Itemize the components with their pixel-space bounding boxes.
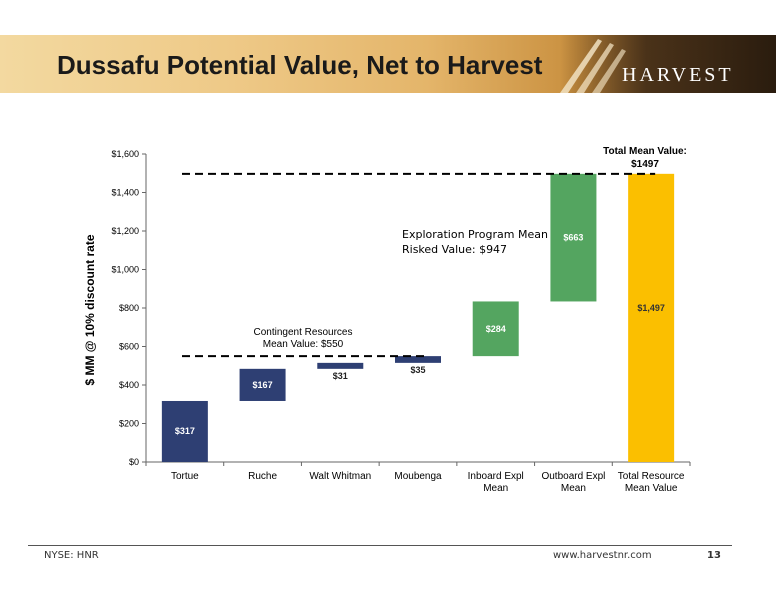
data-label: $167 — [253, 380, 273, 390]
y-tick-label: $1,400 — [111, 188, 139, 198]
y-tick-label: $1,200 — [111, 226, 139, 236]
x-tick-label: Walt Whitman — [309, 471, 371, 482]
bar-moubenga — [395, 356, 441, 363]
bar-ruche — [239, 368, 286, 401]
exploration-annotation-line2: Risked Value: $947 — [402, 243, 507, 256]
bar-inboard-expl-mean — [472, 301, 519, 357]
y-tick-label: $0 — [129, 457, 139, 467]
harvest-logo-text: HARVEST — [622, 64, 734, 86]
bar-tortue — [161, 400, 208, 462]
x-tick-label: Mean — [561, 483, 586, 494]
y-tick-label: $1,600 — [111, 149, 139, 159]
bar-walt-whitman — [317, 362, 364, 369]
data-label: $284 — [486, 324, 506, 334]
bar-total-resource-mean-value — [628, 173, 675, 462]
y-tick-label: $800 — [119, 303, 139, 313]
x-tick-label: Tortue — [171, 471, 199, 482]
data-label: $35 — [410, 365, 425, 375]
data-label: $317 — [175, 426, 195, 436]
x-tick-label: Mean Value — [625, 483, 678, 494]
contingent-annotation-line1: Contingent Resources — [254, 327, 353, 338]
data-label: $1,497 — [637, 303, 665, 313]
y-tick-label: $400 — [119, 380, 139, 390]
footer-url: www.harvestnr.com — [553, 550, 652, 561]
exploration-annotation-line1: Exploration Program Mean — [402, 228, 548, 241]
page-number: 13 — [707, 550, 721, 561]
title-banner — [0, 35, 776, 93]
x-tick-label: Moubenga — [394, 471, 442, 482]
x-tick-label: Inboard Expl — [468, 471, 524, 482]
contingent-annotation-line2: Mean Value: $550 — [263, 339, 344, 350]
data-label: $31 — [333, 371, 348, 381]
x-tick-label: Total Resource — [618, 471, 685, 482]
slide-title: Dussafu Potential Value, Net to Harvest — [57, 50, 543, 80]
x-tick-label: Ruche — [248, 471, 277, 482]
y-tick-label: $1,000 — [111, 265, 139, 275]
footer-divider — [28, 545, 732, 546]
total-annotation-line1: Total Mean Value: — [603, 146, 687, 157]
data-label: $663 — [563, 233, 583, 243]
x-tick-label: Mean — [483, 483, 508, 494]
total-annotation-line2: $1497 — [631, 159, 659, 170]
bar-outboard-expl-mean — [550, 173, 597, 302]
footer-ticker: NYSE: HNR — [44, 550, 99, 561]
y-tick-label: $200 — [119, 419, 139, 429]
x-tick-label: Outboard Expl — [541, 471, 605, 482]
harvest-logo-icon — [560, 39, 626, 93]
y-tick-label: $600 — [119, 342, 139, 352]
